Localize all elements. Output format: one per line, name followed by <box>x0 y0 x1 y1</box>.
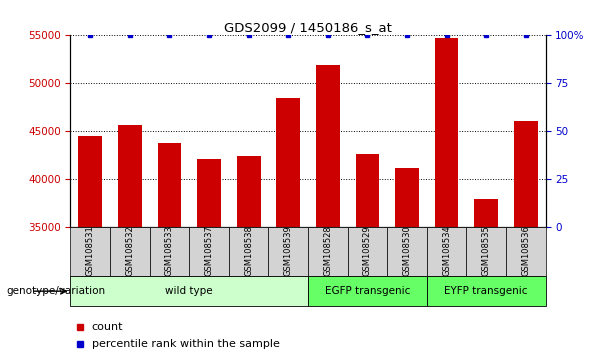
Bar <box>474 199 498 227</box>
Bar <box>427 227 466 276</box>
Bar <box>118 125 142 227</box>
Bar <box>197 159 221 227</box>
Text: genotype/variation: genotype/variation <box>6 286 105 296</box>
Bar <box>276 97 300 227</box>
Bar <box>229 227 268 276</box>
Bar <box>348 227 387 276</box>
Text: GSM108536: GSM108536 <box>521 225 530 276</box>
Bar <box>435 38 459 227</box>
Bar <box>466 227 506 276</box>
Bar <box>506 227 546 276</box>
Text: GSM108531: GSM108531 <box>86 225 95 276</box>
Text: GSM108539: GSM108539 <box>284 225 293 276</box>
Text: count: count <box>92 321 123 332</box>
Bar <box>158 143 181 227</box>
Bar <box>150 227 189 276</box>
Bar <box>78 136 102 227</box>
Text: wild type: wild type <box>166 286 213 296</box>
Bar <box>268 227 308 276</box>
Text: EYFP transgenic: EYFP transgenic <box>444 286 528 296</box>
Text: percentile rank within the sample: percentile rank within the sample <box>92 339 280 349</box>
Text: GSM108529: GSM108529 <box>363 225 372 276</box>
Text: EGFP transgenic: EGFP transgenic <box>325 286 410 296</box>
Bar <box>316 65 340 227</box>
Bar <box>70 227 110 276</box>
Text: GSM108537: GSM108537 <box>205 225 213 276</box>
Text: GSM108530: GSM108530 <box>403 225 411 276</box>
Text: GSM108532: GSM108532 <box>126 225 134 276</box>
Text: GSM108533: GSM108533 <box>165 225 174 276</box>
Text: GSM108538: GSM108538 <box>244 225 253 276</box>
Bar <box>189 227 229 276</box>
Title: GDS2099 / 1450186_s_at: GDS2099 / 1450186_s_at <box>224 21 392 34</box>
Bar <box>427 276 546 306</box>
Bar <box>356 154 379 227</box>
Bar <box>110 227 150 276</box>
Text: GSM108534: GSM108534 <box>442 225 451 276</box>
Bar <box>395 168 419 227</box>
Bar <box>237 156 261 227</box>
Bar <box>70 276 308 306</box>
Text: GSM108535: GSM108535 <box>482 225 490 276</box>
Bar <box>514 121 538 227</box>
Bar <box>308 276 427 306</box>
Bar <box>308 227 348 276</box>
Bar <box>387 227 427 276</box>
Text: GSM108528: GSM108528 <box>323 225 332 276</box>
